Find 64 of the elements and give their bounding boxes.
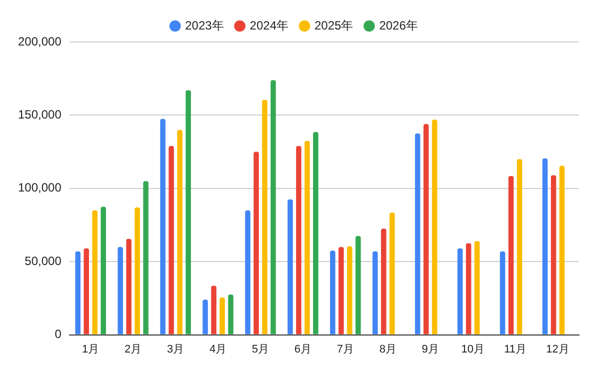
y-tick-label: 200,000 <box>18 34 62 48</box>
bar <box>356 236 361 334</box>
bar <box>313 132 318 334</box>
bar <box>432 120 438 334</box>
bar <box>211 286 216 334</box>
bar <box>516 159 522 334</box>
legend-label: 2023年 <box>185 18 224 32</box>
bar <box>270 80 276 334</box>
bar <box>381 228 386 334</box>
bar <box>390 212 395 334</box>
bar <box>330 250 336 334</box>
x-tick-label: 7月 <box>336 343 354 356</box>
bar <box>245 210 250 334</box>
y-tick-label: 0 <box>54 327 62 342</box>
y-tick-label: 150,000 <box>18 108 62 122</box>
x-tick-label: 3月 <box>166 343 184 356</box>
bar <box>168 146 174 334</box>
legend-label: 2026年 <box>379 18 418 32</box>
bar <box>254 152 259 334</box>
bar <box>414 134 420 334</box>
bar <box>474 241 480 334</box>
bar <box>500 251 506 334</box>
y-tick-label: 50,000 <box>24 254 62 268</box>
legend-label: 2025年 <box>314 18 354 32</box>
bar <box>100 206 106 334</box>
x-tick-label: 5月 <box>252 343 270 356</box>
x-tick-label: 9月 <box>422 343 439 356</box>
x-tick-label: 1月 <box>82 343 100 356</box>
x-tick-label: 4月 <box>209 343 227 356</box>
bar <box>466 243 472 334</box>
bar <box>508 176 514 334</box>
bar <box>457 248 463 334</box>
bar <box>542 158 548 334</box>
bar <box>338 246 344 334</box>
bar <box>220 297 225 334</box>
x-tick-label: 6月 <box>294 343 312 356</box>
bar <box>372 251 378 334</box>
bar <box>126 238 132 334</box>
bar <box>84 248 89 334</box>
bar <box>134 207 140 334</box>
bar <box>347 246 352 334</box>
bar <box>143 181 148 334</box>
bar <box>559 166 565 334</box>
bar <box>186 90 191 334</box>
bar <box>304 140 310 334</box>
bar <box>92 210 98 334</box>
y-tick-label: 100,000 <box>18 180 62 195</box>
bar <box>75 251 81 334</box>
x-tick-label: 10月 <box>461 343 484 356</box>
bar <box>288 199 293 334</box>
bar <box>262 100 268 334</box>
bar <box>177 130 182 334</box>
bar <box>228 294 234 334</box>
legend-label: 2024年 <box>250 18 289 32</box>
x-tick-label: 12月 <box>546 343 570 356</box>
bar <box>550 175 556 334</box>
bar <box>202 300 208 334</box>
x-tick-label: 8月 <box>379 343 396 356</box>
x-tick-label: 2月 <box>124 343 142 356</box>
x-tick-label: 11月 <box>504 343 527 356</box>
bar <box>423 124 429 334</box>
bar <box>160 118 166 334</box>
bar <box>296 146 302 334</box>
bar <box>118 246 123 334</box>
